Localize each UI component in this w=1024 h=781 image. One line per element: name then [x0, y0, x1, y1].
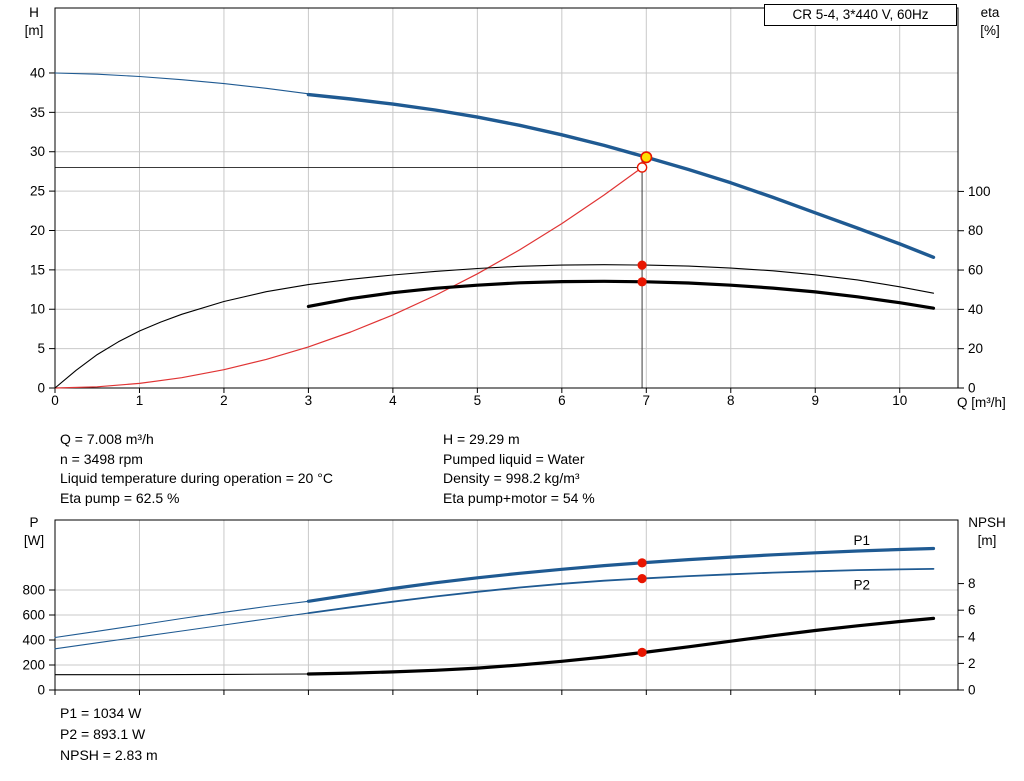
eta-axis-unit: [%] [980, 23, 1000, 38]
series-pump-curve [306, 92, 936, 259]
series-pump-curve-extension [54, 72, 352, 100]
left-tick-label: 30 [30, 144, 45, 159]
left-tick-label: 10 [30, 302, 45, 317]
operating-point-marker [637, 277, 647, 287]
right-tick-label: 0 [968, 683, 976, 698]
pump-title-box: CR 5-4, 3*440 V, 60Hz [764, 4, 957, 26]
right-tick-label: 20 [968, 341, 983, 356]
info-flow: Q = 7.008 m³/h [60, 431, 154, 447]
info-density: Density = 998.2 kg/m³ [443, 470, 580, 486]
right-tick-label: 60 [968, 263, 983, 278]
operating-point-marker [637, 647, 647, 657]
right-tick-label: 4 [968, 629, 976, 644]
info-liquid-temp: Liquid temperature during operation = 20… [60, 470, 333, 486]
npsh-axis-unit: [m] [977, 533, 997, 548]
x-tick-label: 9 [811, 393, 819, 408]
x-tick-label: 5 [474, 393, 482, 408]
info-speed: n = 3498 rpm [60, 450, 143, 467]
left-tick-label: 5 [37, 341, 45, 356]
info-p2: P2 = 893.1 W [60, 726, 146, 742]
p-axis-unit: [W] [23, 533, 45, 548]
right-tick-label: 2 [968, 656, 976, 671]
npsh-axis-title: NPSH [968, 515, 1006, 530]
h-axis-unit: [m] [24, 23, 44, 38]
left-tick-label: 600 [22, 608, 45, 623]
x-tick-label: 0 [51, 393, 59, 408]
left-tick-label: 800 [22, 583, 45, 598]
series-eta-pump-motor [306, 279, 936, 310]
operating-point-marker [637, 260, 647, 270]
left-tick-label: 40 [30, 65, 45, 80]
x-tick-label: 2 [220, 393, 228, 408]
series-p2-curve [307, 568, 935, 614]
right-tick-label: 40 [968, 302, 983, 317]
h-axis-title: H [29, 5, 39, 20]
left-tick-label: 15 [30, 262, 45, 277]
x-tick-label: 7 [643, 393, 651, 408]
power-info: P1 = 1034 W P2 = 893.1 W NPSH = 2.83 m [60, 703, 158, 766]
pq-chart: 0 200 400 600 800 0 2 4 6 8 P1 P2 [22, 519, 976, 698]
p-axis-title: P [29, 515, 39, 530]
right-tick-label: 80 [968, 223, 983, 238]
duty-info-left: Q = 7.008 m³/h n = 3498 rpm Liquid tempe… [60, 430, 333, 508]
info-head: H = 29.29 m [443, 431, 520, 447]
eta-axis-title: eta [980, 5, 1000, 20]
series-npsh-extension [54, 673, 309, 676]
left-tick-label: 35 [30, 105, 45, 120]
left-tick-label: 0 [37, 683, 45, 698]
series-p1-curve [306, 546, 936, 603]
q-axis-title: Q [m³/h] [957, 395, 1006, 410]
right-tick-label: 100 [968, 184, 991, 199]
x-tick-label: 3 [305, 393, 313, 408]
info-pumped-liquid: Pumped liquid = Water [443, 450, 585, 467]
series-label-p1: P1 [853, 533, 870, 548]
x-tick-label: 6 [558, 393, 566, 408]
right-tick-label: 0 [968, 381, 976, 396]
duty-info-right: H = 29.29 m Pumped liquid = Water Densit… [443, 430, 595, 508]
right-tick-label: 8 [968, 576, 976, 591]
operating-point-marker [637, 574, 647, 584]
duty-point-marker [640, 151, 653, 164]
x-tick-label: 10 [892, 393, 907, 408]
x-tick-label: 8 [727, 393, 735, 408]
info-p1: P1 = 1034 W [60, 705, 142, 721]
plot-border [54, 7, 959, 389]
left-tick-label: 25 [30, 184, 45, 199]
requested-duty-marker [636, 162, 648, 173]
info-eta-pump: Eta pump = 62.5 % [60, 489, 180, 506]
series-label-p2: P2 [853, 577, 870, 592]
series-p2-extension [54, 612, 309, 650]
left-tick-label: 0 [37, 381, 45, 396]
left-tick-label: 400 [22, 633, 45, 648]
info-eta-pump-motor: Eta pump+motor = 54 % [443, 489, 595, 506]
left-tick-label: 20 [30, 223, 45, 238]
x-tick-label: 4 [389, 393, 397, 408]
plot-border [54, 519, 959, 691]
series-eta-pump [54, 264, 935, 389]
series-npsh-curve [306, 616, 936, 676]
operating-point-marker [637, 558, 647, 568]
right-tick-label: 6 [968, 603, 976, 618]
x-tick-label: 1 [136, 393, 144, 408]
info-npsh: NPSH = 2.83 m [60, 747, 158, 763]
left-tick-label: 200 [22, 658, 45, 673]
series-system-curve [54, 166, 643, 389]
series-p1-extension [54, 600, 309, 639]
